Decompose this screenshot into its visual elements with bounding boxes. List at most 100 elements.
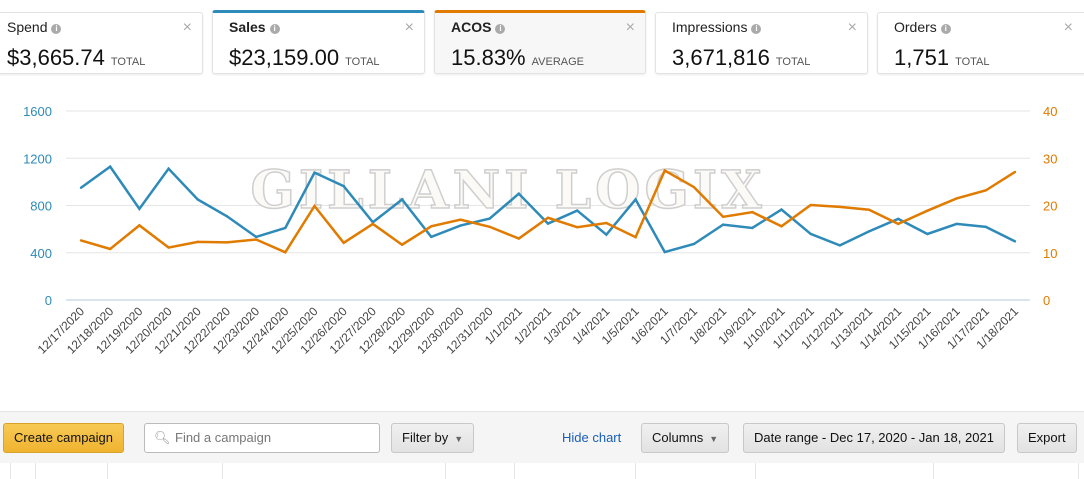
search-placeholder: Find a campaign [175,430,272,445]
sales-data-point [488,217,491,220]
campaign-search-input[interactable]: 🔍︎ Find a campaign [144,423,380,453]
sales-data-point [313,171,316,174]
acos-data-point [371,222,375,226]
sales-data-point [1013,240,1017,243]
sales-data-point [809,232,812,236]
acos-data-point [284,251,287,254]
sales-data-point [751,226,754,230]
close-icon[interactable]: × [625,19,635,36]
metric-unit: TOTAL [775,56,811,68]
acos-data-point [897,222,900,226]
metric-value: 3,671,816 [672,45,770,70]
sales-data-point [955,222,958,226]
date-range-button[interactable]: Date range - Dec 17, 2020 - Jan 18, 2021 [743,423,1005,453]
acos-data-point [663,169,666,172]
acos-data-point [108,247,112,251]
sales-data-point [867,230,871,233]
metric-card-spend[interactable]: Spend i × $3,665.74 TOTAL [0,12,203,74]
sales-data-point [284,226,287,230]
sales-data-point [108,165,112,168]
metric-label: Sales [229,19,266,35]
metric-value: $23,159.00 [229,45,340,70]
acos-data-point [955,197,958,200]
sales-data-point [838,244,842,247]
sales-data-point [605,233,608,236]
sales-data-point [225,215,229,218]
acos-data-point [459,218,462,221]
info-icon[interactable]: i [269,24,280,34]
sales-data-point [167,167,170,170]
metric-label: Orders [894,19,937,35]
sales-data-point [459,224,462,227]
close-icon[interactable]: × [404,19,414,36]
close-icon[interactable]: × [182,19,192,36]
hide-chart-link[interactable]: Hide chart [562,430,622,445]
right-axis-tick: 40 [1043,104,1057,119]
sales-data-point [984,225,988,229]
metric-card-impressions[interactable]: Impressions i × 3,671,816 TOTAL [655,12,868,74]
acos-data-point [692,185,696,189]
info-icon[interactable]: i [751,24,762,34]
metric-unit: TOTAL [955,56,990,68]
filter-by-label: Filter by [402,430,449,445]
sales-data-point [254,235,258,239]
left-axis-tick: 800 [30,199,52,214]
acos-data-point [79,239,83,242]
acos-data-point [605,221,608,225]
close-icon[interactable]: × [847,19,857,36]
metric-unit: TOTAL [345,56,380,68]
sales-data-point [430,235,433,239]
close-icon[interactable]: × [1063,19,1073,36]
create-campaign-button[interactable]: Create campaign [3,423,124,453]
acos-data-point [780,225,783,228]
acos-data-point [430,225,433,228]
sales-data-point [138,207,141,211]
chevron-down-icon: ▼ [709,434,719,444]
export-button[interactable]: Export [1017,423,1077,453]
watermark: GILLANI LOGIX [250,160,765,221]
right-axis-tick: 30 [1043,151,1057,166]
metric-unit: TOTAL [110,56,146,68]
acos-data-point [634,235,637,239]
right-axis-tick: 0 [1043,293,1050,308]
sales-data-point [546,222,550,225]
info-icon[interactable]: i [51,24,62,34]
table-header [0,463,1084,479]
columns-dropdown[interactable]: Columns ▼ [641,423,730,453]
acos-data-point [838,205,842,209]
metric-card-orders[interactable]: Orders i × 1,751 TOTAL [877,12,1084,74]
acos-data-point [517,237,521,240]
sales-data-point [575,209,579,212]
acos-data-point [400,243,404,246]
metric-value: 1,751 [894,45,950,70]
acos-data-point [575,226,579,229]
acos-data-point [984,189,988,192]
metric-label: Impressions [672,19,748,35]
acos-data-point [721,215,725,219]
sales-data-point [663,250,666,254]
acos-data-point [225,241,229,244]
filter-by-dropdown[interactable]: Filter by ▼ [391,423,475,453]
acos-data-point [138,224,141,227]
sales-data-point [517,192,521,195]
left-axis-tick: 0 [45,293,52,308]
info-icon[interactable]: i [495,24,506,34]
sales-data-point [634,198,637,201]
metric-label: Spend [7,19,48,35]
acos-data-point [546,216,550,219]
sales-data-point [897,217,900,221]
sales-data-point [196,198,199,201]
metric-card-sales[interactable]: Sales i × $23,159.00 TOTAL [212,10,425,74]
sales-data-point [79,186,83,189]
info-icon[interactable]: i [940,24,951,34]
chevron-down-icon: ▼ [454,434,464,444]
acos-data-point [1013,170,1017,174]
metric-value: 15.83% [451,45,526,70]
right-axis-tick: 10 [1043,246,1057,261]
acos-data-point [867,208,871,211]
right-axis-tick: 20 [1043,199,1057,214]
campaign-toolbar: Create campaign 🔍︎ Find a campaign Filte… [0,411,1084,465]
acos-data-point [926,209,929,212]
metric-card-acos[interactable]: ACOS i × 15.83% AVERAGE [434,10,646,74]
